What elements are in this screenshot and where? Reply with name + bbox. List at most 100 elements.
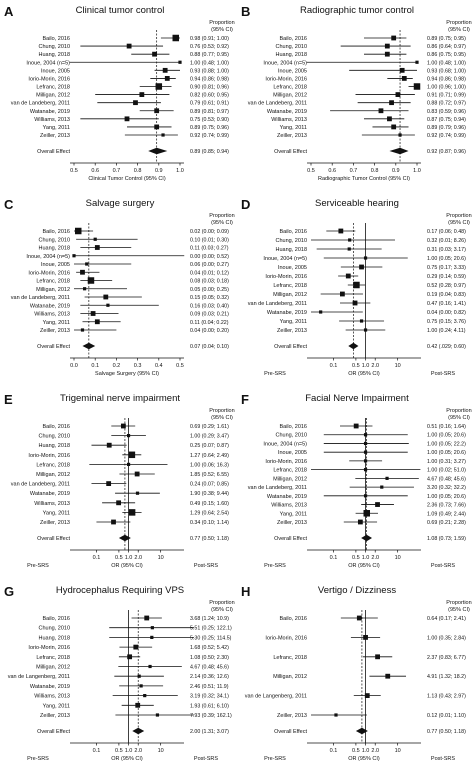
panel-d: D Serviceable hearing Proportion(95% CI) Ba… xyxy=(241,197,472,377)
pre-srs-label: Pre-SRS xyxy=(264,371,286,377)
study-estimate-marker xyxy=(106,442,112,448)
stats-header: Proportion xyxy=(209,213,234,219)
study-label: Williams, 2013 xyxy=(271,503,307,509)
study-estimate-marker xyxy=(150,626,154,630)
study-label: Lefranc, 2018 xyxy=(273,655,307,661)
study-estimate-value: 0.10 (0.01; 0.30) xyxy=(190,237,229,243)
study-estimate-marker xyxy=(356,615,362,621)
study-estimate-marker xyxy=(378,108,384,114)
study-estimate-marker xyxy=(172,34,180,42)
study-label: Milligan, 2012 xyxy=(273,292,307,298)
study-label: Lefranc, 2018 xyxy=(36,279,70,285)
panel-title: Clinical tumor control xyxy=(76,5,165,16)
study-estimate-value: 1.90 (0.38; 9.44) xyxy=(190,491,229,497)
study-estimate-marker xyxy=(137,674,141,678)
study-estimate-value: 1.00 (0.02; 51.0) xyxy=(427,468,466,474)
study-label: Huang, 2018 xyxy=(39,443,71,449)
x-tick-label: 10 xyxy=(158,555,164,561)
x-tick-label: 1.0 xyxy=(125,555,133,561)
study-estimate-marker xyxy=(161,133,165,137)
panel-b: B Radiographic tumor control Proportion(95… xyxy=(241,4,472,182)
study-label: Chung, 2010 xyxy=(276,433,308,439)
stats-header: Proportion xyxy=(209,20,234,26)
study-estimate-value: 1.00 (0.05; 20.6) xyxy=(427,494,466,500)
x-tick-label: 0.2 xyxy=(113,363,121,369)
x-tick-label: 0.5 xyxy=(70,168,78,174)
panel-h: H Vertigo / Dizziness Proportion(95% CI) Ba… xyxy=(241,584,472,762)
study-label: Huang, 2018 xyxy=(276,247,308,253)
study-label: van de Landeberg, 2011 xyxy=(11,295,70,301)
stats-header: (95% CI) xyxy=(211,415,233,421)
study-estimate-marker xyxy=(359,264,364,270)
study-estimate-marker xyxy=(126,462,131,466)
stats-header: Proportion xyxy=(209,600,234,606)
overall-effect-diamond xyxy=(355,727,368,735)
study-label: Lefranc, 2018 xyxy=(273,283,307,289)
study-estimate-value: 0.34 (0.10; 1.14) xyxy=(190,520,229,526)
study-estimate-value: 0.08 (0.03; 0.18) xyxy=(190,279,229,285)
study-estimate-value: 0.76 (0.53; 0.92) xyxy=(190,44,229,50)
study-estimate-value: 1.08 (0.50; 2.30) xyxy=(190,655,229,661)
study-estimate-value: 1.00 (0.31; 3.27) xyxy=(427,459,466,465)
study-label: Bailo, 2016 xyxy=(279,36,307,42)
study-estimate-marker xyxy=(348,238,352,242)
study-estimate-value: 0.89 (0.79; 0.96) xyxy=(427,125,466,131)
post-srs-label: Post-SRS xyxy=(194,756,218,762)
study-estimate-value: 7.93 (0.39; 162.1) xyxy=(190,713,232,719)
study-estimate-marker xyxy=(384,43,390,49)
study-estimate-marker xyxy=(364,693,370,698)
study-estimate-marker xyxy=(127,654,133,660)
study-label: Iorio-Morin, 2016 xyxy=(28,453,70,459)
study-estimate-marker xyxy=(87,277,95,284)
study-estimate-value: 0.11 (0.04; 0.22) xyxy=(190,320,229,326)
study-estimate-marker xyxy=(375,654,380,660)
panel-title: Serviceable hearing xyxy=(315,198,399,209)
overall-effect-value: 0.77 (0.50; 1.18) xyxy=(427,729,466,735)
study-estimate-value: 3.68 (1.24; 10.9) xyxy=(190,616,229,622)
study-label: Chung, 2010 xyxy=(39,237,71,243)
panel-letter: B xyxy=(241,4,250,19)
x-tick-label: 1.0 xyxy=(362,555,370,561)
study-estimate-marker xyxy=(133,644,139,650)
study-label: Iorio-Morin, 2016 xyxy=(265,635,307,641)
study-estimate-marker xyxy=(363,459,368,463)
study-estimate-marker xyxy=(106,481,112,486)
study-estimate-value: 0.89 (0.75; 0.95) xyxy=(427,36,466,42)
study-label: Inoue, 2005 xyxy=(278,450,307,456)
study-estimate-value: 1.00 (0.48; 1.00) xyxy=(427,60,466,66)
study-estimate-value: 1.00 (0.35; 2.84) xyxy=(427,635,466,641)
x-tick-label: 2.0 xyxy=(371,363,379,369)
study-estimate-marker xyxy=(319,310,323,314)
study-label: Inoue, 2004 (n=5) xyxy=(263,441,307,447)
study-estimate-marker xyxy=(395,92,401,97)
study-label: Iorio-Morin, 2016 xyxy=(265,274,307,280)
study-estimate-value: 0.86 (0.75; 0.95) xyxy=(427,52,466,58)
study-label: Inoue, 2005 xyxy=(41,68,70,74)
x-tick-label: 0.5 xyxy=(307,168,315,174)
x-tick-label: 0.9 xyxy=(155,168,163,174)
study-estimate-marker xyxy=(391,124,397,130)
study-estimate-value: 0.82 (0.60; 0.95) xyxy=(190,93,229,99)
study-estimate-marker xyxy=(124,116,130,122)
study-label: Watanabe, 2019 xyxy=(30,303,70,309)
x-tick-label: 10 xyxy=(395,748,401,754)
stats-header: (95% CI) xyxy=(448,220,470,226)
study-estimate-marker xyxy=(90,311,96,316)
overall-effect-diamond xyxy=(361,534,373,542)
study-label: Bailo, 2016 xyxy=(279,229,307,235)
panel-title: Radiographic tumor control xyxy=(300,5,414,16)
x-tick-label: 0.6 xyxy=(328,168,336,174)
study-estimate-marker xyxy=(94,245,100,250)
post-srs-label: Post-SRS xyxy=(194,563,218,569)
x-tick-label: 1.0 xyxy=(413,168,421,174)
study-label: Chung, 2010 xyxy=(276,44,308,50)
study-estimate-value: 1.93 (0.61; 6.10) xyxy=(190,703,229,709)
study-estimate-value: 0.94 (0.86; 0.98) xyxy=(427,76,466,82)
study-estimate-value: 1.00 (0.96; 1.00) xyxy=(427,85,466,91)
study-estimate-marker xyxy=(74,227,82,235)
study-label: Bailo, 2016 xyxy=(42,36,70,42)
study-estimate-marker xyxy=(93,237,97,241)
study-estimate-marker xyxy=(154,108,160,114)
study-estimate-marker xyxy=(116,500,122,506)
overall-effect-value: 1.08 (0.73; 1.59) xyxy=(427,536,466,542)
